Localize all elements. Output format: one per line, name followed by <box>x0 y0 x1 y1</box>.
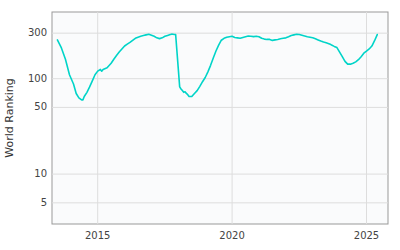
grid-line-y <box>52 33 388 34</box>
x-tick-label: 2015 <box>85 230 110 241</box>
grid <box>52 12 388 224</box>
grid-line-y <box>52 202 388 203</box>
y-tick-label: 50 <box>34 101 47 112</box>
y-tick-label: 10 <box>34 168 47 179</box>
grid-line-y <box>52 107 388 108</box>
y-tick-label: 300 <box>28 27 47 38</box>
y-axis-label: World Ranking <box>3 78 16 158</box>
x-tick-label: 2020 <box>219 230 244 241</box>
grid-line-x <box>366 12 367 224</box>
chart: 5 10 50 100 300 2015 2020 2025 World Ranking <box>0 0 400 250</box>
grid-line-x <box>232 12 233 224</box>
tick-labels: 5 10 50 100 300 2015 2020 2025 <box>28 27 379 241</box>
x-tick-label: 2025 <box>354 230 379 241</box>
y-tick-label: 100 <box>28 73 47 84</box>
plot-data <box>57 34 377 100</box>
ranking-line <box>57 34 377 100</box>
plot-frame <box>52 12 388 224</box>
grid-line-y <box>52 174 388 175</box>
y-tick-label: 5 <box>41 197 47 208</box>
grid-line-x <box>97 12 98 224</box>
grid-line-y <box>52 78 388 79</box>
